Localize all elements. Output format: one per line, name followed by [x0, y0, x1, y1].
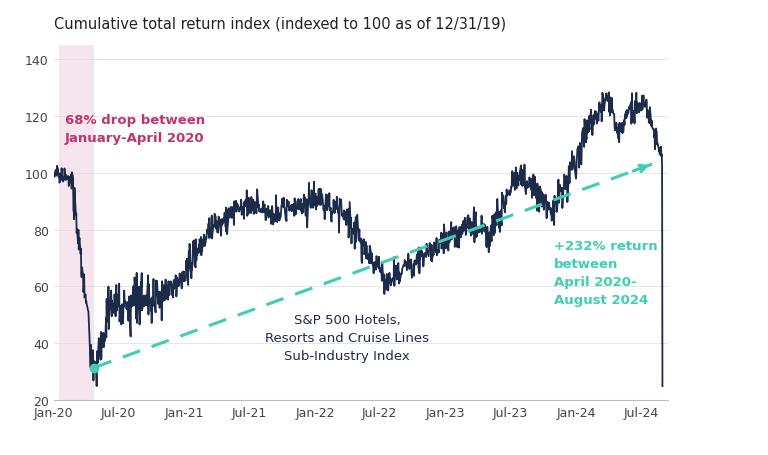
Text: 68% drop between
January-April 2020: 68% drop between January-April 2020	[65, 114, 205, 145]
Text: S&P 500 Hotels,
Resorts and Cruise Lines
Sub-Industry Index: S&P 500 Hotels, Resorts and Cruise Lines…	[265, 313, 429, 362]
Text: +232% return
between
April 2020-
August 2024: +232% return between April 2020- August …	[554, 239, 657, 306]
Bar	[59, 46, 94, 400]
Text: Cumulative total return index (indexed to 100 as of 12/31/19): Cumulative total return index (indexed t…	[54, 17, 506, 32]
